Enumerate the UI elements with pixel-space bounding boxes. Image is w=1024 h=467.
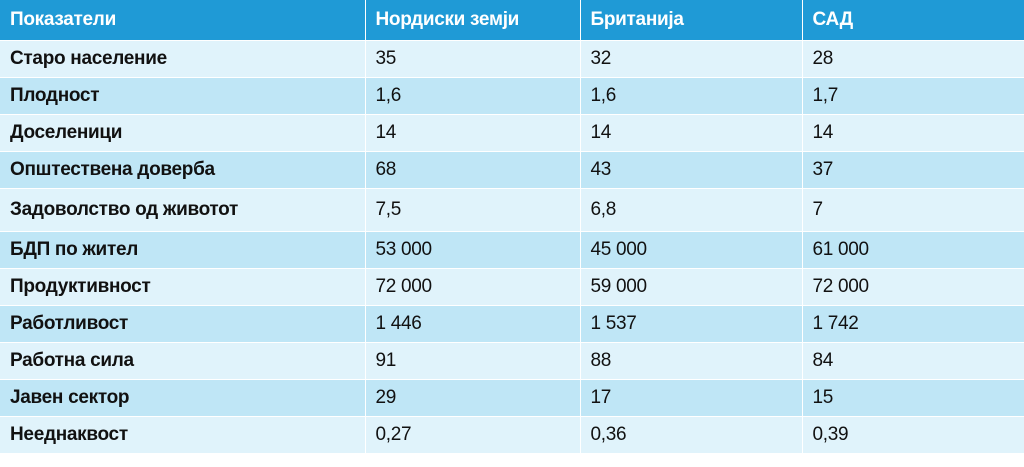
- table-row: Работна сила 91 88 84: [0, 342, 1024, 380]
- cell-nordic: 72 000: [365, 268, 581, 306]
- cell-nordic: 14: [365, 114, 581, 152]
- cell-britain: 59 000: [580, 268, 803, 306]
- table-row: Нееднаквост 0,27 0,36 0,39: [0, 416, 1024, 453]
- cell-nordic: 29: [365, 379, 581, 417]
- header-cell-indicators: Показатели: [0, 0, 366, 41]
- table-row: Продуктивност 72 000 59 000 72 000: [0, 268, 1024, 306]
- cell-nordic: 68: [365, 151, 581, 189]
- cell-britain: 32: [580, 40, 803, 78]
- table-row: Работливост 1 446 1 537 1 742: [0, 305, 1024, 343]
- cell-britain: 45 000: [580, 231, 803, 269]
- cell-usa: 1 742: [802, 305, 1024, 343]
- cell-usa: 37: [802, 151, 1024, 189]
- cell-britain: 6,8: [580, 188, 803, 232]
- table-row: Задоволство од животот 7,5 6,8 7: [0, 188, 1024, 232]
- cell-nordic: 1,6: [365, 77, 581, 115]
- row-label: БДП по жител: [0, 231, 366, 269]
- row-label: Нееднаквост: [0, 416, 366, 453]
- cell-nordic: 53 000: [365, 231, 581, 269]
- row-label: Задоволство од животот: [0, 188, 366, 232]
- cell-usa: 28: [802, 40, 1024, 78]
- table-row: Старо население 35 32 28: [0, 40, 1024, 78]
- cell-britain: 1,6: [580, 77, 803, 115]
- cell-usa: 15: [802, 379, 1024, 417]
- row-label: Работливост: [0, 305, 366, 343]
- cell-usa: 72 000: [802, 268, 1024, 306]
- cell-britain: 1 537: [580, 305, 803, 343]
- row-label: Јавен сектор: [0, 379, 366, 417]
- cell-britain: 43: [580, 151, 803, 189]
- table-row: Плодност 1,6 1,6 1,7: [0, 77, 1024, 115]
- cell-nordic: 35: [365, 40, 581, 78]
- cell-nordic: 91: [365, 342, 581, 380]
- cell-usa: 1,7: [802, 77, 1024, 115]
- table-row: Општествена доверба 68 43 37: [0, 151, 1024, 189]
- row-label: Старо население: [0, 40, 366, 78]
- header-cell-britain: Британија: [580, 0, 803, 41]
- cell-usa: 7: [802, 188, 1024, 232]
- table-row: Јавен сектор 29 17 15: [0, 379, 1024, 417]
- cell-britain: 88: [580, 342, 803, 380]
- cell-usa: 14: [802, 114, 1024, 152]
- cell-britain: 14: [580, 114, 803, 152]
- row-label: Општествена доверба: [0, 151, 366, 189]
- comparison-table: Показатели Нордиски земји Британија САД …: [0, 0, 1024, 453]
- row-label: Продуктивност: [0, 268, 366, 306]
- row-label: Плодност: [0, 77, 366, 115]
- table-row: БДП по жител 53 000 45 000 61 000: [0, 231, 1024, 269]
- row-label: Работна сила: [0, 342, 366, 380]
- header-cell-nordic: Нордиски земји: [365, 0, 581, 41]
- row-label: Доселеници: [0, 114, 366, 152]
- cell-usa: 84: [802, 342, 1024, 380]
- header-row: Показатели Нордиски земји Британија САД: [0, 0, 1024, 41]
- cell-nordic: 7,5: [365, 188, 581, 232]
- cell-usa: 61 000: [802, 231, 1024, 269]
- cell-britain: 17: [580, 379, 803, 417]
- table-row: Доселеници 14 14 14: [0, 114, 1024, 152]
- cell-britain: 0,36: [580, 416, 803, 453]
- cell-usa: 0,39: [802, 416, 1024, 453]
- header-cell-usa: САД: [802, 0, 1024, 41]
- cell-nordic: 1 446: [365, 305, 581, 343]
- cell-nordic: 0,27: [365, 416, 581, 453]
